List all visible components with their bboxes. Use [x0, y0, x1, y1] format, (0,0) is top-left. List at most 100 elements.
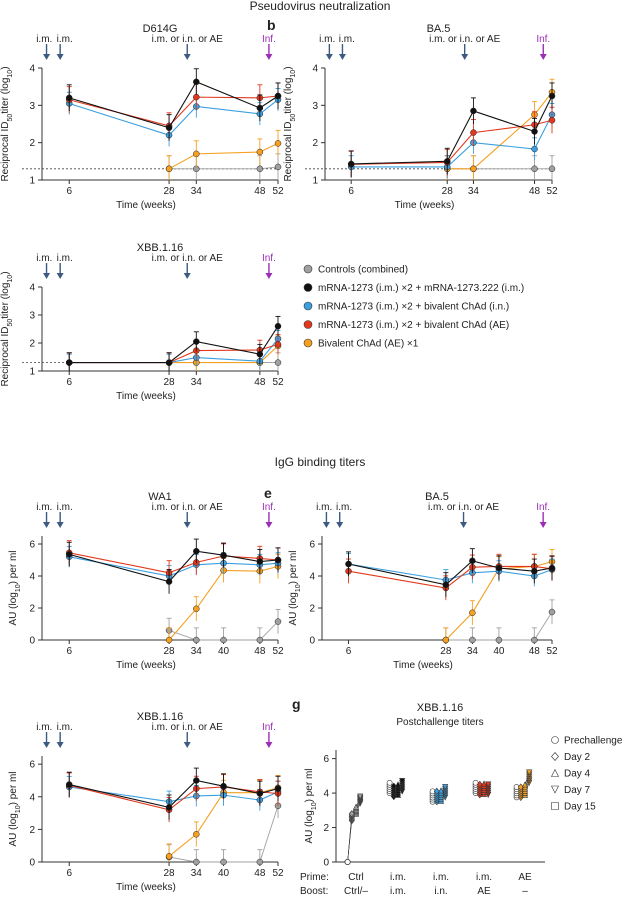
y-axis-label-part: 10 [15, 805, 22, 813]
arrow-im2-head [56, 742, 64, 748]
data-point-diamond [476, 780, 483, 789]
data-point-chad_single [442, 636, 450, 644]
series-control [443, 155, 556, 180]
group-chad_single [513, 769, 533, 801]
series-line-chad_in [69, 786, 279, 803]
panel-title: D614G [143, 23, 178, 35]
data-point-mrna [193, 78, 200, 86]
y-axis-label-part: 10 [295, 584, 302, 592]
panel-f: fXBB.1.16i.m.i.m.i.m. or i.n. or AEInf.0… [8, 711, 284, 893]
y-axis-label-part: 10 [15, 584, 22, 592]
data-point-circle [472, 779, 479, 786]
arrow-label-boost: i.m. or i.n. or AE [152, 722, 223, 733]
arrow-im1-head [43, 742, 51, 748]
y-axis-label-part: 50 [290, 114, 297, 122]
legend-marker-triangle [551, 768, 559, 777]
panel-subtitle: Postchallenge titers [396, 717, 483, 728]
series-mrna [347, 82, 556, 178]
data-point-chad_single [165, 636, 173, 644]
x-tick-label: 52 [546, 646, 558, 657]
data-point-control [495, 636, 503, 644]
data-point-mrna [442, 581, 450, 589]
prime-label: i.m. [476, 872, 492, 883]
arrow-label-im2: i.m. [57, 34, 73, 45]
y-tick-label: 2 [312, 138, 318, 149]
trajectory [347, 796, 361, 863]
x-axis-title: Time (weeks) [116, 200, 176, 211]
y-axis-label-part: 10 [311, 802, 318, 810]
x-axis-title: Time (weeks) [116, 882, 176, 893]
series-line-chad_single [168, 142, 279, 170]
x-tick-label: 6 [66, 186, 72, 197]
y-tick-label: 4 [312, 64, 318, 75]
series-mrna [65, 767, 282, 820]
data-point-control [220, 636, 227, 644]
data-point-circle [344, 859, 351, 865]
arrow-inf-head [265, 273, 273, 279]
arrow-label-inf: Inf. [536, 502, 550, 513]
data-point-mrna [274, 785, 282, 792]
time-point-label: Day 4 [564, 769, 591, 780]
y-tick-label: 1 [312, 176, 318, 187]
arrow-im1-head [43, 522, 51, 528]
x-axis-title: Time (weeks) [395, 200, 455, 211]
data-point-chad_single [193, 605, 200, 613]
series-mrna [345, 548, 556, 597]
data-point-mrna [220, 551, 227, 559]
arrow-label-boost: i.m. or i.n. or AE [152, 253, 223, 264]
panel-a: aD614Gi.m.i.m.i.m. or i.n. or AEInf.1234… [0, 23, 284, 211]
arrow-boost-head [183, 54, 191, 60]
panel-b: b BA.5i.m. i.m. i.m. or i.n. or AE Inf.12346… [267, 17, 558, 211]
boost-label: i.m. [390, 886, 406, 897]
arrow-inf-head [539, 54, 547, 60]
data-point-mrna [256, 350, 264, 358]
arrow-label-inf: Inf. [262, 253, 276, 264]
arrow-im2-head [338, 54, 346, 60]
data-point-mrna [345, 560, 352, 568]
y-tick-label: 2 [29, 604, 35, 615]
neutralization-header: Pseudovirus neutralization [250, 0, 391, 13]
arrow-im1-head [43, 54, 51, 60]
data-point-triangle [437, 787, 445, 794]
y-tick-label: 2 [309, 604, 315, 615]
igg-header: IgG binding titers [275, 455, 366, 469]
data-point-mrna [469, 557, 476, 565]
y-tick-label: 1 [29, 367, 35, 378]
y-tick-label: 2 [323, 823, 329, 834]
data-point-chad_single [256, 148, 264, 156]
boost-row-title: Boost: [300, 886, 328, 897]
arrow-im2-head [336, 522, 344, 528]
panel-title: XBB.1.16 [137, 711, 183, 723]
series-line-chad_ae [69, 784, 279, 811]
x-tick-label: 34 [467, 646, 479, 657]
y-axis-label: AU (log10) per ml [288, 550, 302, 625]
y-tick-label: 0 [29, 636, 35, 647]
x-tick-label: 34 [191, 377, 203, 388]
series-chad_in [65, 545, 282, 587]
legend-label-chad_ae: mRNA-1273 (i.m.) ×2 + bivalent ChAd (AE) [318, 320, 509, 331]
boost-label: i.n. [434, 886, 447, 897]
arrow-im2-head [56, 54, 64, 60]
prime-label: AE [518, 872, 532, 883]
x-tick-label: 28 [442, 186, 454, 197]
y-tick-label: 6 [29, 760, 35, 771]
x-tick-label: 52 [272, 868, 284, 879]
y-axis-label-part: Reciprocal ID [0, 122, 11, 182]
arrow-im1-head [43, 273, 51, 279]
y-axis-label-part: Reciprocal ID [0, 327, 11, 387]
legend-marker-mrna [303, 283, 313, 292]
data-point-mrna [256, 558, 264, 565]
x-tick-label: 52 [272, 646, 284, 657]
series-line-chad_in [69, 99, 279, 136]
arrow-inf-head [265, 54, 273, 60]
x-tick-label: 52 [272, 186, 284, 197]
x-axis-title: Time (weeks) [116, 660, 176, 671]
series-chad_single [165, 129, 282, 180]
arrow-label-im1: i.m. [36, 34, 52, 45]
y-axis-label-part: ) [0, 66, 11, 69]
data-point-tri-down [526, 769, 533, 776]
y-axis-label: AU (log10) per ml [8, 771, 22, 846]
arrow-im1-head [322, 522, 330, 528]
series-chad_ae [65, 334, 282, 371]
series-control [165, 153, 282, 180]
